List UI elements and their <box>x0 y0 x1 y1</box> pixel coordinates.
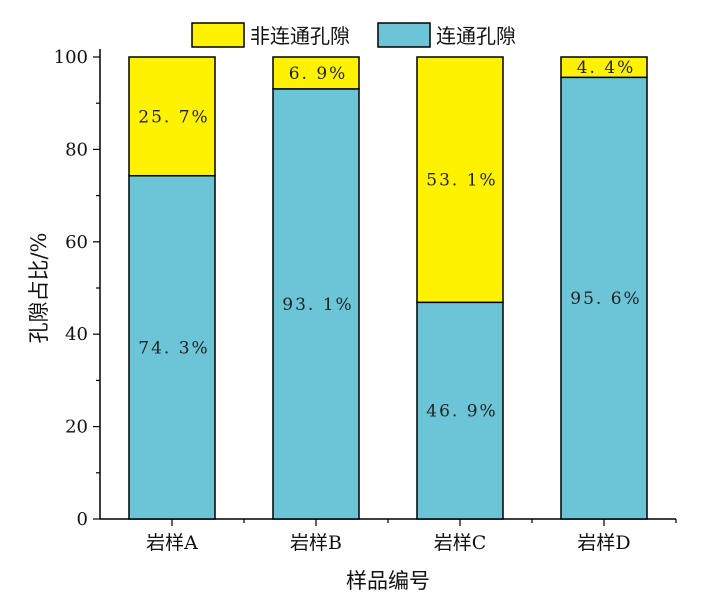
bar-segment <box>128 56 216 177</box>
bar-segment <box>560 76 648 520</box>
bar-segment <box>128 174 216 520</box>
x-tick-label: 岩样B <box>290 532 342 554</box>
x-axis-title: 样品编号 <box>346 569 430 593</box>
legend-label: 连通孔隙 <box>436 24 516 48</box>
data-label: 95. 6% <box>570 289 641 309</box>
y-tick-label: 40 <box>65 324 88 345</box>
data-label: 46. 9% <box>426 402 497 422</box>
y-tick-label: 60 <box>65 232 88 253</box>
legend: 非连通孔隙 连通孔隙 <box>191 22 516 48</box>
y-tick-label: 0 <box>77 509 88 530</box>
data-labels-layer: 74. 3% 25. 7% 93. 1% 6. 9% 46. 9% 53. 1% 95. 6… <box>138 58 641 422</box>
legend-swatch <box>377 22 431 48</box>
legend-label: 非连通孔隙 <box>250 24 350 48</box>
y-axis-title: 孔隙占比/% <box>27 232 51 343</box>
bar-segment <box>560 56 648 79</box>
bar-segment <box>416 301 504 520</box>
bar-segment <box>272 88 360 520</box>
data-label: 93. 1% <box>282 295 353 315</box>
y-tick-label: 20 <box>65 417 88 438</box>
y-tick-label: 100 <box>54 47 88 68</box>
data-label: 53. 1% <box>426 171 497 191</box>
y-tick-label: 80 <box>65 139 88 160</box>
data-label: 74. 3% <box>138 338 209 358</box>
data-label: 25. 7% <box>138 107 209 127</box>
bar-segment <box>416 56 504 304</box>
bar-segment <box>272 56 360 90</box>
bars-layer <box>128 56 648 520</box>
x-tick-label: 岩样D <box>577 532 630 554</box>
data-label: 4. 4% <box>577 58 636 78</box>
legend-swatch <box>191 22 245 48</box>
x-tick-label: 岩样A <box>146 532 198 554</box>
data-label: 6. 9% <box>289 64 348 84</box>
x-tick-label: 岩样C <box>434 532 487 554</box>
